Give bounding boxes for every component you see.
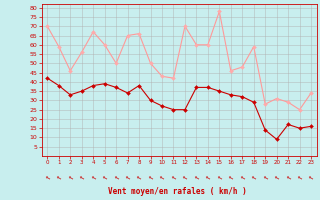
Text: ←: ←	[147, 174, 154, 180]
Text: ←: ←	[44, 174, 51, 180]
Text: ←: ←	[308, 174, 315, 180]
Text: ←: ←	[158, 174, 165, 180]
Text: ←: ←	[262, 174, 269, 180]
Text: ←: ←	[181, 174, 188, 180]
Text: ←: ←	[204, 174, 212, 180]
Text: ←: ←	[239, 174, 246, 180]
Text: ←: ←	[124, 174, 131, 180]
Text: ←: ←	[193, 174, 200, 180]
Text: ←: ←	[284, 174, 292, 180]
Text: ←: ←	[216, 174, 223, 180]
Text: ←: ←	[55, 174, 62, 180]
Text: ←: ←	[101, 174, 108, 180]
Text: ←: ←	[227, 174, 234, 180]
Text: ←: ←	[273, 174, 280, 180]
Text: ←: ←	[136, 174, 143, 180]
Text: ←: ←	[170, 174, 177, 180]
Text: ←: ←	[113, 174, 120, 180]
Text: Vent moyen/en rafales ( km/h ): Vent moyen/en rafales ( km/h )	[108, 188, 247, 196]
Text: ←: ←	[78, 174, 85, 180]
Text: ←: ←	[296, 174, 303, 180]
Text: ←: ←	[90, 174, 97, 180]
Text: ←: ←	[250, 174, 257, 180]
Text: ←: ←	[67, 174, 74, 180]
